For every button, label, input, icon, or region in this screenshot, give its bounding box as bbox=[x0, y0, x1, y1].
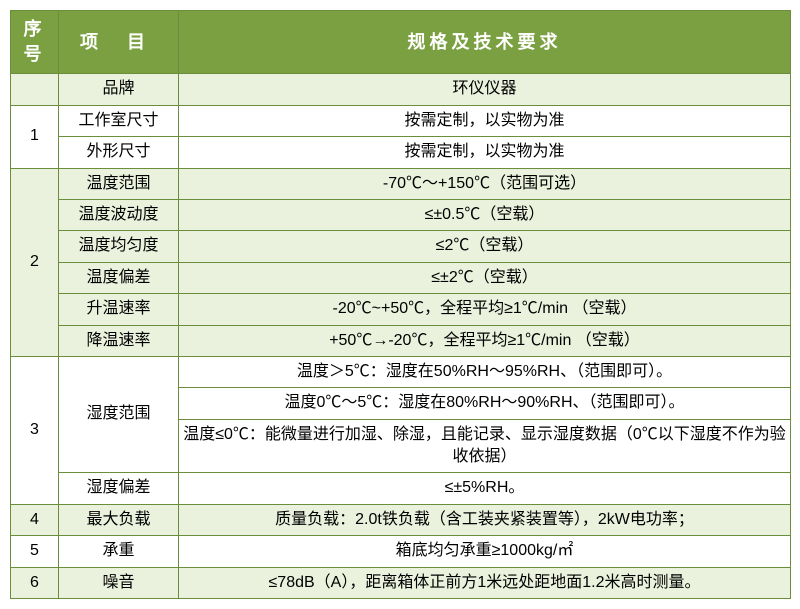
table-row: 湿度偏差≤±5%RH。 bbox=[11, 473, 791, 504]
table-row: 6噪音≤78dB（A），距离箱体正前方1米远处距地面1.2米高时测量。 bbox=[11, 567, 791, 598]
table-row: 降温速率+50℃→-20℃，全程平均≥1℃/min （空载） bbox=[11, 325, 791, 356]
cell-item: 升温速率 bbox=[59, 294, 179, 325]
cell-seq: 3 bbox=[11, 356, 59, 504]
cell-spec: 按需定制，以实物为准 bbox=[179, 105, 791, 136]
cell-seq: 4 bbox=[11, 504, 59, 535]
cell-item: 湿度范围 bbox=[59, 356, 179, 473]
cell-item: 噪音 bbox=[59, 567, 179, 598]
cell-spec: -20℃~+50℃，全程平均≥1℃/min （空载） bbox=[179, 294, 791, 325]
cell-item: 最大负载 bbox=[59, 504, 179, 535]
cell-item: 温度偏差 bbox=[59, 262, 179, 293]
table-header-row: 序号 项 目 规格及技术要求 bbox=[11, 11, 791, 74]
table-row: 品牌环仪仪器 bbox=[11, 74, 791, 105]
cell-item: 温度均匀度 bbox=[59, 231, 179, 262]
cell-spec: ≤78dB（A），距离箱体正前方1米远处距地面1.2米高时测量。 bbox=[179, 567, 791, 598]
cell-spec: ≤2℃（空载） bbox=[179, 231, 791, 262]
cell-seq: 5 bbox=[11, 536, 59, 567]
cell-item: 外形尺寸 bbox=[59, 137, 179, 168]
cell-spec: 温度＞5℃：湿度在50%RH～95%RH、（范围即可）。 bbox=[179, 356, 791, 387]
cell-spec: +50℃→-20℃，全程平均≥1℃/min （空载） bbox=[179, 325, 791, 356]
table-row: 温度波动度≤±0.5℃（空载） bbox=[11, 199, 791, 230]
table-row: 5承重箱底均匀承重≥1000kg/㎡ bbox=[11, 536, 791, 567]
table-row: 外形尺寸按需定制，以实物为准 bbox=[11, 137, 791, 168]
cell-spec: ≤±0.5℃（空载） bbox=[179, 199, 791, 230]
cell-seq: 6 bbox=[11, 567, 59, 598]
table-row: 温度偏差≤±2℃（空载） bbox=[11, 262, 791, 293]
table-row: 4最大负载质量负载：2.0t铁负载（含工装夹紧装置等），2kW电功率； bbox=[11, 504, 791, 535]
cell-seq bbox=[11, 74, 59, 105]
cell-spec: 温度0℃～5℃：湿度在80%RH～90%RH、（范围即可）。 bbox=[179, 388, 791, 419]
cell-seq: 1 bbox=[11, 105, 59, 168]
table-row: 1工作室尺寸按需定制，以实物为准 bbox=[11, 105, 791, 136]
cell-spec: 箱底均匀承重≥1000kg/㎡ bbox=[179, 536, 791, 567]
cell-seq: 2 bbox=[11, 168, 59, 356]
cell-item: 品牌 bbox=[59, 74, 179, 105]
header-item: 项 目 bbox=[59, 11, 179, 74]
cell-spec: 环仪仪器 bbox=[179, 74, 791, 105]
header-seq: 序号 bbox=[11, 11, 59, 74]
cell-spec: ≤±2℃（空载） bbox=[179, 262, 791, 293]
header-spec: 规格及技术要求 bbox=[179, 11, 791, 74]
cell-item: 降温速率 bbox=[59, 325, 179, 356]
cell-item: 温度波动度 bbox=[59, 199, 179, 230]
cell-spec: -70℃～+150℃（范围可选） bbox=[179, 168, 791, 199]
cell-spec: 按需定制，以实物为准 bbox=[179, 137, 791, 168]
cell-spec: 温度≤0℃：能微量进行加湿、除湿，且能记录、显示湿度数据（0℃以下湿度不作为验收… bbox=[179, 419, 791, 473]
cell-item: 湿度偏差 bbox=[59, 473, 179, 504]
table-row: 升温速率-20℃~+50℃，全程平均≥1℃/min （空载） bbox=[11, 294, 791, 325]
table-row: 3湿度范围温度＞5℃：湿度在50%RH～95%RH、（范围即可）。 bbox=[11, 356, 791, 387]
cell-spec: ≤±5%RH。 bbox=[179, 473, 791, 504]
cell-spec: 质量负载：2.0t铁负载（含工装夹紧装置等），2kW电功率； bbox=[179, 504, 791, 535]
table-body: 品牌环仪仪器1工作室尺寸按需定制，以实物为准外形尺寸按需定制，以实物为准2温度范… bbox=[11, 74, 791, 599]
cell-item: 温度范围 bbox=[59, 168, 179, 199]
cell-item: 工作室尺寸 bbox=[59, 105, 179, 136]
spec-table: 序号 项 目 规格及技术要求 品牌环仪仪器1工作室尺寸按需定制，以实物为准外形尺… bbox=[10, 10, 791, 599]
cell-item: 承重 bbox=[59, 536, 179, 567]
table-row: 2温度范围-70℃～+150℃（范围可选） bbox=[11, 168, 791, 199]
table-row: 温度均匀度≤2℃（空载） bbox=[11, 231, 791, 262]
